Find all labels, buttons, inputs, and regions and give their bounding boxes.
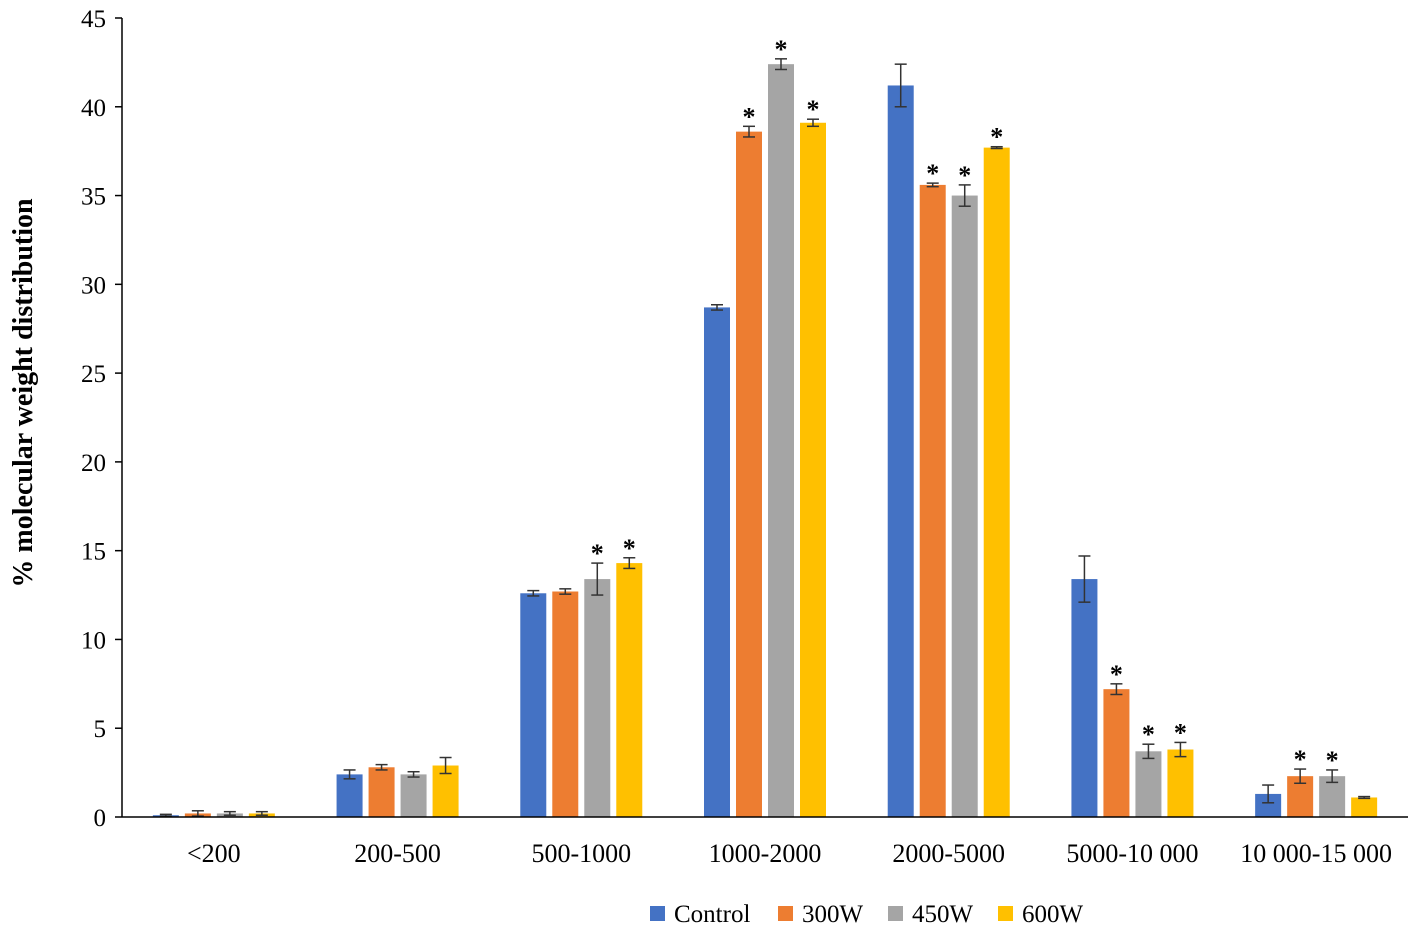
bar: [736, 131, 762, 817]
bar: [400, 774, 427, 817]
bar: [616, 563, 643, 817]
x-tick-label: <200: [187, 839, 241, 868]
x-tick-label: 5000-10 000: [1066, 839, 1198, 868]
bar: [520, 593, 547, 817]
y-tick-label: 5: [94, 716, 107, 743]
bar: [552, 591, 579, 817]
x-axis: <200 200-500 500-1000 1000-2000 2000-5000 500…: [122, 816, 1408, 868]
bar: [1071, 579, 1098, 817]
bar: [951, 195, 978, 818]
bars: * * * * * * * * * * * * *: [152, 35, 1378, 818]
significance-marker: *: [990, 123, 1003, 152]
significance-marker: *: [1326, 746, 1339, 775]
bar: [800, 122, 826, 818]
significance-marker: *: [926, 159, 939, 188]
bar: [768, 64, 794, 818]
bar: [336, 774, 363, 817]
bar: [584, 579, 611, 817]
y-axis-label: % molecular weight distribution: [8, 198, 39, 588]
bar: [1135, 751, 1162, 817]
y-tick-label: 45: [81, 6, 106, 33]
x-tick-label: 1000-2000: [709, 839, 822, 868]
bar: [919, 184, 946, 817]
bar: [983, 147, 1010, 818]
legend: Control 300W 450W 600W: [650, 901, 1084, 928]
significance-marker: *: [775, 35, 788, 64]
legend-swatch: [888, 906, 903, 921]
y-tick-label: 10: [81, 627, 106, 654]
significance-marker: *: [623, 534, 636, 563]
legend-label: 300W: [802, 901, 864, 928]
y-tick-label: 25: [81, 361, 106, 388]
legend-label: 450W: [912, 901, 974, 928]
legend-label: Control: [674, 901, 750, 928]
bar: [887, 85, 914, 817]
bar: [1167, 749, 1194, 817]
legend-swatch: [998, 906, 1013, 921]
x-tick-label: 2000-5000: [892, 839, 1005, 868]
bar: [368, 767, 395, 817]
significance-marker: *: [1110, 660, 1123, 689]
bar: [704, 307, 730, 817]
significance-marker: *: [1174, 718, 1187, 747]
y-axis: 0 5 10 15 20 25 30 35 40 45: [81, 6, 123, 832]
legend-swatch: [650, 906, 665, 921]
y-tick-label: 30: [81, 272, 106, 299]
y-tick-label: 40: [81, 95, 106, 122]
y-tick-label: 0: [94, 805, 107, 832]
legend-label: 600W: [1022, 901, 1084, 928]
x-tick-label: 200-500: [354, 839, 441, 868]
significance-marker: *: [743, 102, 756, 131]
y-tick-label: 20: [81, 450, 106, 477]
x-tick-label: 500-1000: [531, 839, 631, 868]
bar: [1255, 793, 1282, 817]
bar: [1103, 689, 1130, 817]
legend-swatch: [778, 906, 793, 921]
significance-marker: *: [1294, 745, 1307, 774]
significance-marker: *: [591, 539, 604, 568]
significance-marker: *: [807, 95, 820, 124]
significance-marker: *: [1142, 720, 1155, 749]
significance-marker: *: [958, 161, 971, 190]
x-tick-label: 10 000-15 000: [1240, 839, 1392, 868]
y-tick-label: 15: [81, 539, 106, 566]
bar: [1351, 797, 1378, 817]
y-tick-label: 35: [81, 184, 106, 211]
